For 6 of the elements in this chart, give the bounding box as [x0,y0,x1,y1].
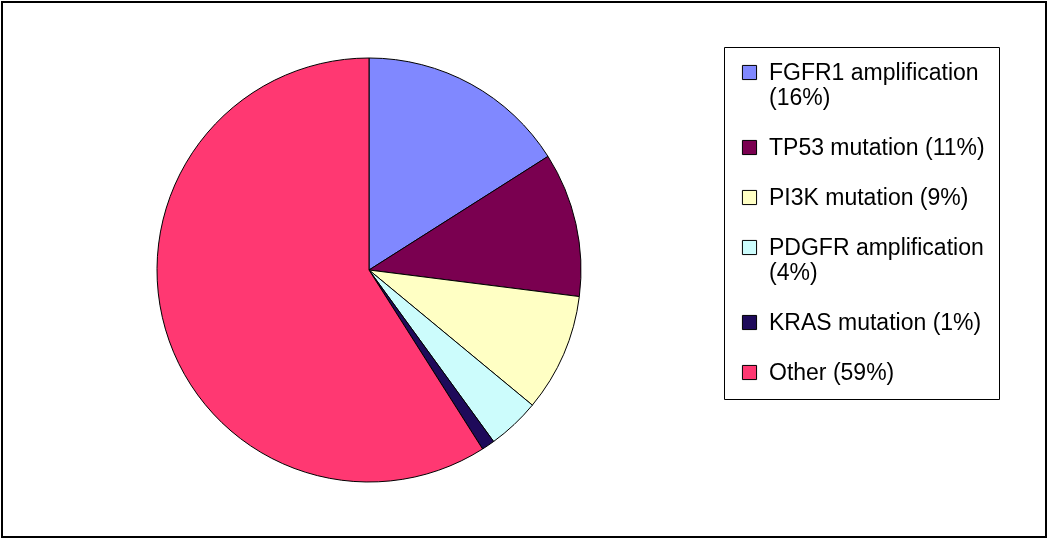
legend-label: Other (59%) [769,358,895,385]
legend-label: KRAS mutation (1%) [769,308,982,335]
legend-label: PI3K mutation (9%) [769,183,969,210]
legend-label: PDGFR amplification (4%) [769,233,984,285]
legend-label: TP53 mutation (11%) [769,133,985,160]
legend-label: FGFR1 amplification (16%) [769,58,979,110]
